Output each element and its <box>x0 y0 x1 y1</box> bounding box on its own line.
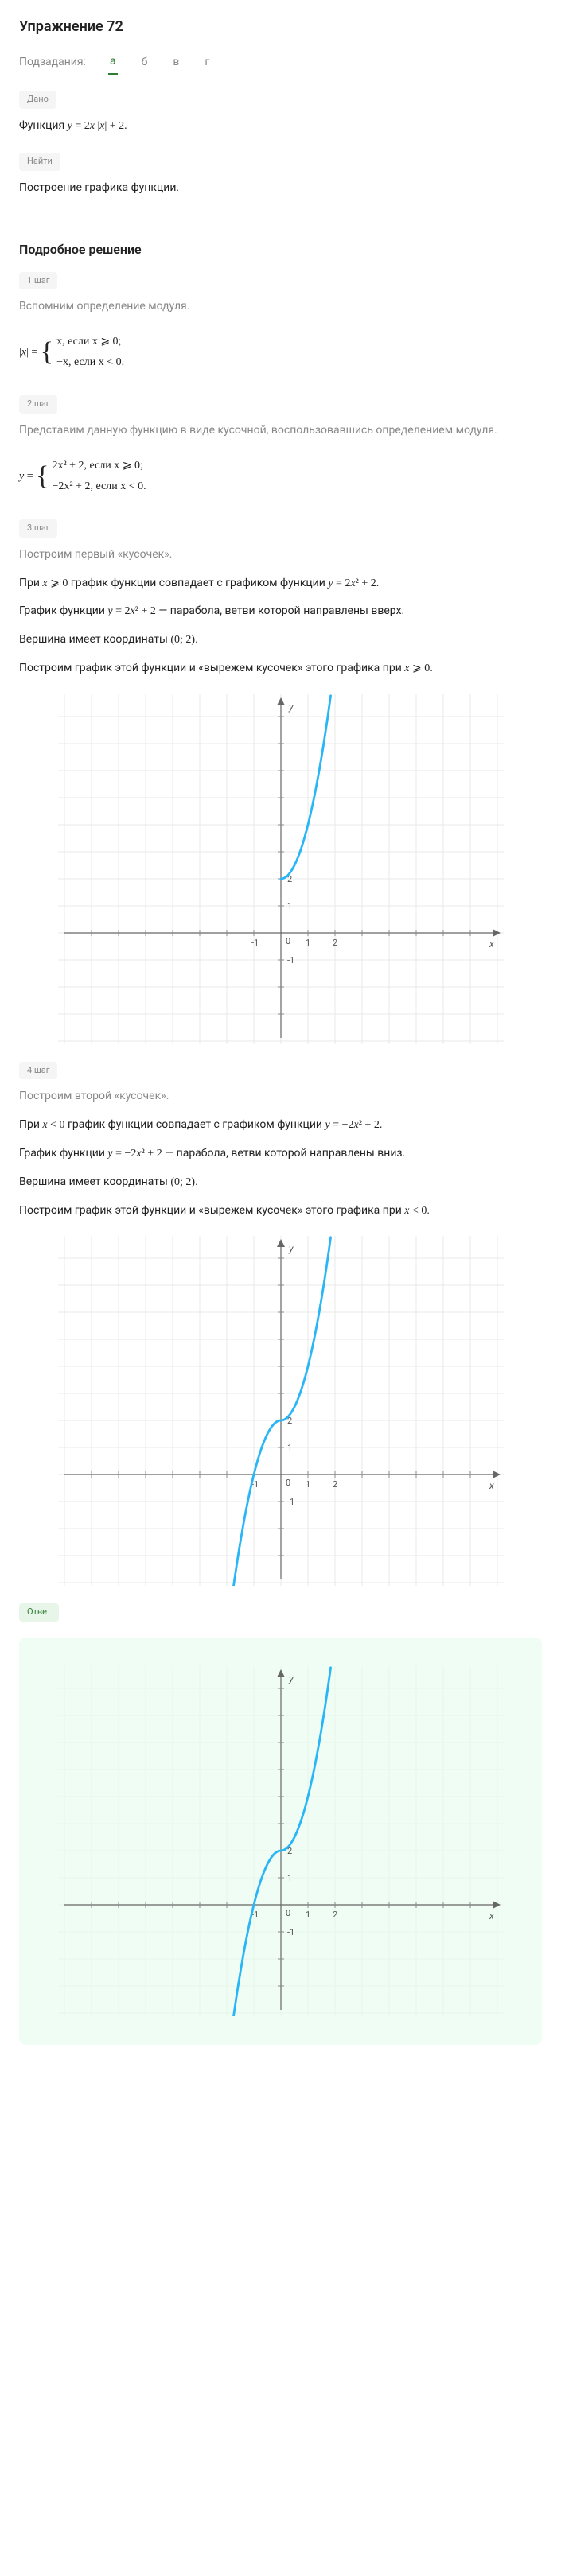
svg-text:-1: -1 <box>287 1497 294 1507</box>
svg-text:y: y <box>288 701 294 713</box>
chart-answer: -112-1120xy <box>32 1666 529 2016</box>
svg-text:2: 2 <box>333 1910 337 1920</box>
answer-block: -112-1120xy <box>19 1638 542 2045</box>
step4-line1: Построим второй «кусочек». <box>19 1087 542 1106</box>
chart-step3: -112-1120xy <box>19 694 542 1044</box>
step4-line2: При x < 0 график функции совпадает с гра… <box>19 1116 542 1135</box>
step1-piecewise: |x| = { x, если x ⩾ 0; −x, если x < 0. <box>19 326 542 379</box>
given-formula: y = 2x |x| + 2. <box>68 120 127 132</box>
svg-text:y: y <box>288 1243 294 1254</box>
svg-text:x: x <box>489 1910 494 1921</box>
step1-line1: Вспомним определение модуля. <box>19 297 542 317</box>
svg-text:1: 1 <box>287 901 292 911</box>
svg-text:2: 2 <box>333 938 337 948</box>
tag-answer: Ответ <box>19 1603 59 1622</box>
given-block: Дано Функция y = 2x |x| + 2. <box>19 91 542 135</box>
svg-text:-1: -1 <box>287 955 294 966</box>
svg-text:-1: -1 <box>287 1927 294 1937</box>
svg-text:0: 0 <box>286 1908 290 1918</box>
svg-text:0: 0 <box>286 1478 290 1488</box>
step3-line1: Построим первый «кусочек». <box>19 546 542 565</box>
svg-text:1: 1 <box>306 1910 310 1920</box>
step4-line5: Построим график этой функции и «вырежем … <box>19 1202 542 1221</box>
svg-text:1: 1 <box>287 1873 292 1883</box>
solution-title: Подробное решение <box>19 240 542 259</box>
tag-find: Найти <box>19 153 60 171</box>
step3-line2: При x ⩾ 0 график функции совпадает с гра… <box>19 574 542 593</box>
subtask-a[interactable]: а <box>108 50 118 75</box>
chart-svg-answer: -112-1120xy <box>58 1666 504 2016</box>
subtasks-row: Подзадания: а б в г <box>19 50 542 75</box>
case-row: −2x² + 2, если x < 0. <box>52 477 146 496</box>
chart-step4: -112-1120xy <box>19 1236 542 1586</box>
step-2: 2 шаг Представим данную функцию в виде к… <box>19 395 542 502</box>
step2-line1: Представим данную функцию в виде кусочно… <box>19 422 542 441</box>
step-1: 1 шаг Вспомним определение модуля. |x| =… <box>19 272 542 379</box>
svg-text:-1: -1 <box>251 938 259 948</box>
tag-step4: 4 шаг <box>19 1062 57 1080</box>
step3-line5: Построим график этой функции и «вырежем … <box>19 659 542 678</box>
step-3: 3 шаг Построим первый «кусочек». При x ⩾… <box>19 519 542 1043</box>
step4-line4: Вершина имеет координаты (0; 2). <box>19 1173 542 1192</box>
svg-text:y: y <box>288 1673 294 1684</box>
exercise-title: Упражнение 72 <box>19 16 542 37</box>
subtask-b[interactable]: б <box>140 51 150 74</box>
svg-text:1: 1 <box>306 1479 310 1490</box>
step3-line4: Вершина имеет координаты (0; 2). <box>19 631 542 650</box>
step2-piecewise: y = { 2x² + 2, если x ⩾ 0; −2x² + 2, есл… <box>19 450 542 503</box>
svg-text:x: x <box>489 1480 494 1491</box>
given-text: Функция y = 2x |x| + 2. <box>19 117 542 136</box>
find-block: Найти Построение графика функции. <box>19 153 542 197</box>
case-row: 2x² + 2, если x ⩾ 0; <box>52 457 146 476</box>
tag-step1: 1 шаг <box>19 272 57 290</box>
chart-svg-step3: -112-1120xy <box>58 694 504 1044</box>
subtask-v[interactable]: в <box>171 51 181 74</box>
tag-given: Дано <box>19 91 56 109</box>
svg-text:1: 1 <box>287 1443 292 1453</box>
chart-svg-step4: -112-1120xy <box>58 1236 504 1586</box>
given-prefix: Функция <box>19 119 68 132</box>
step3-line3: График функции y = 2x² + 2 — парабола, в… <box>19 602 542 621</box>
tag-step2: 2 шаг <box>19 395 57 414</box>
case-row: −x, если x < 0. <box>56 353 124 372</box>
subtasks-label: Подзадания: <box>19 54 86 71</box>
svg-text:2: 2 <box>333 1479 337 1490</box>
tag-step3: 3 шаг <box>19 519 57 538</box>
svg-text:1: 1 <box>306 938 310 948</box>
step-4: 4 шаг Построим второй «кусочек». При x <… <box>19 1062 542 1586</box>
subtask-g[interactable]: г <box>203 51 211 74</box>
svg-text:0: 0 <box>286 936 290 946</box>
find-text: Построение графика функции. <box>19 179 542 198</box>
svg-text:x: x <box>489 938 494 950</box>
step4-line3: График функции y = −2x² + 2 — парабола, … <box>19 1144 542 1164</box>
case-row: x, если x ⩾ 0; <box>56 332 124 352</box>
